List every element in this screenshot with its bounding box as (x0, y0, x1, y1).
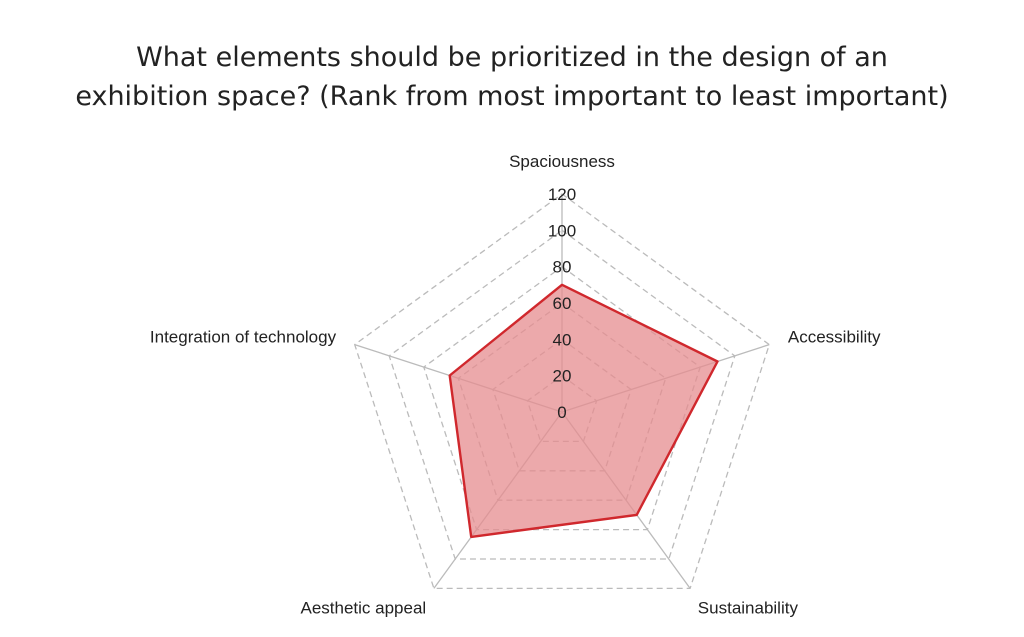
tick-label-120: 120 (548, 185, 576, 204)
tick-label-80: 80 (553, 258, 572, 277)
grid-ring-120 (353, 193, 771, 590)
radial-tick-labels: 0 20 40 60 80 100 120 (548, 185, 576, 422)
axis-label-accessibility: Accessibility (788, 328, 881, 347)
tick-label-0: 0 (557, 403, 566, 422)
axis-label-spaciousness: Spaciousness (509, 152, 615, 171)
tick-label-40: 40 (553, 330, 572, 349)
chart-title-line-2: exhibition space? (Rank from most import… (75, 81, 949, 112)
chart-title: What elements should be prioritized in t… (0, 38, 1024, 116)
grid-ring-100 (388, 229, 736, 560)
axis-label-sustainability: Sustainability (698, 598, 799, 617)
series-area-0 (448, 283, 719, 539)
radar-series (448, 283, 719, 539)
chart-title-line-1: What elements should be prioritized in t… (136, 42, 888, 73)
tick-label-60: 60 (553, 294, 572, 313)
axis-label-integration-of-technology: Integration of technology (150, 328, 337, 347)
tick-label-100: 100 (548, 221, 576, 240)
axis-label-aesthetic-appeal: Aesthetic appeal (300, 598, 426, 617)
axis-labels: Spaciousness Accessibility Sustainability A… (150, 152, 881, 617)
tick-label-20: 20 (553, 367, 572, 386)
